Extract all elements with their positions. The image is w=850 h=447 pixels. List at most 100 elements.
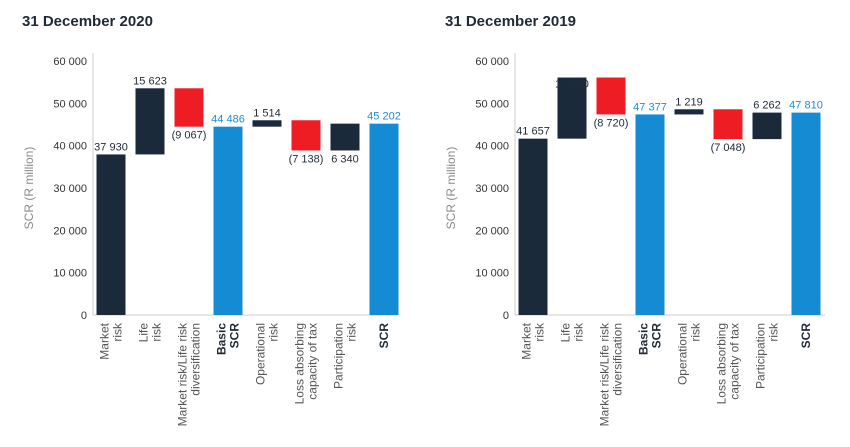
category-label: SCR: [650, 323, 664, 349]
category-label: Participation: [332, 323, 346, 389]
category-label-group: Loss absorbing capacity of tax: [293, 323, 320, 404]
data-label: 6 262: [753, 100, 781, 112]
bar-dark: [518, 138, 548, 315]
category-label-group: Basic SCR: [215, 323, 242, 355]
data-label: 37 930: [94, 141, 128, 153]
category-label: risk: [267, 322, 281, 342]
chart-2019: 31 December 2019 0 10 000 20 000 30 000 40 0…: [425, 0, 850, 447]
waterfall-chart-2019: 0 10 000 20 000 30 000 40 000 50 000 60 000 SCR…: [444, 53, 825, 426]
category-label-group: Life risk: [559, 322, 586, 342]
category-label-group: Participation risk: [754, 322, 781, 389]
category-label-group: Operational risk: [254, 322, 281, 385]
data-label: 14 440: [555, 79, 589, 91]
bar-dark: [96, 154, 126, 315]
chart-title-2020: 31 December 2020: [22, 13, 153, 30]
category-label: Life: [559, 323, 573, 343]
category-label: risk: [111, 322, 125, 342]
y-tick-label: 0: [81, 310, 87, 322]
waterfall-chart-2020: 0 10 000 20 000 30 000 40 000 50 000 60 000 SCR…: [22, 53, 401, 426]
chart-2020: 31 December 2020 0 10 000 20 000 30 000 40 0…: [22, 13, 401, 426]
bar-dark: [252, 120, 282, 127]
chart-title-2019: 31 December 2019: [445, 13, 576, 30]
y-tick-label: 50 000: [475, 98, 509, 110]
data-label: 47 377: [633, 101, 667, 113]
data-label: (8 720): [594, 117, 629, 129]
category-label-group: Market risk/Life risk diversification: [176, 322, 203, 426]
bar-blue: [213, 126, 243, 315]
category-label: Operational: [676, 323, 690, 385]
category-label: Operational: [254, 323, 268, 385]
y-tick-label: 0: [503, 310, 509, 322]
category-label: SCR: [799, 323, 813, 349]
category-label: SCR: [377, 323, 391, 349]
category-label: capacity of tax: [728, 323, 742, 400]
category-label-group: Operational risk: [676, 322, 703, 385]
y-tick-label: 30 000: [475, 183, 509, 195]
category-label: diversification: [611, 323, 625, 396]
y-tick-label: 30 000: [53, 183, 87, 195]
category-label: diversification: [189, 323, 203, 396]
category-label: Basic: [215, 323, 229, 355]
bar-dark: [135, 88, 165, 155]
category-label: Participation: [754, 323, 768, 389]
data-label: 15 623: [133, 75, 167, 87]
bar-blue: [791, 112, 821, 315]
y-tick-label: 40 000: [53, 141, 87, 153]
y-tick-label: 40 000: [475, 141, 509, 153]
y-axis-title: SCR (R million): [22, 147, 36, 230]
category-label: Market risk/Life risk: [176, 322, 190, 426]
y-tick-label: 60 000: [53, 56, 87, 68]
bar-blue: [369, 123, 399, 315]
category-label-group: Basic SCR: [637, 323, 664, 355]
category-label-group: SCR: [799, 323, 813, 349]
y-tick-label: 50 000: [53, 98, 87, 110]
category-label-group: SCR: [377, 323, 391, 349]
category-label: Market risk/Life risk: [598, 322, 612, 426]
category-label: risk: [345, 322, 359, 342]
category-label: Basic: [637, 323, 651, 355]
y-axis-title: SCR (R million): [444, 147, 458, 230]
data-label: 1 219: [675, 96, 703, 108]
bar-red: [174, 88, 204, 127]
category-label: risk: [572, 322, 586, 342]
bar-dark: [557, 77, 587, 139]
bar-dark: [674, 109, 704, 115]
bar-dark: [752, 112, 782, 140]
category-label: Market: [520, 322, 534, 359]
category-label: risk: [150, 322, 164, 342]
bar-red: [596, 77, 626, 115]
category-label: risk: [533, 322, 547, 342]
bar-red: [291, 120, 321, 151]
category-label: capacity of tax: [306, 323, 320, 400]
data-label: (7 048): [711, 142, 746, 154]
y-tick-label: 20 000: [53, 225, 87, 237]
category-label-group: Market risk: [520, 322, 547, 360]
category-label-group: Life risk: [137, 322, 164, 342]
category-label-group: Market risk: [98, 322, 125, 360]
y-tick-label: 60 000: [475, 56, 509, 68]
category-label: Life: [137, 323, 151, 343]
category-label-group: Loss absorbing capacity of tax: [715, 323, 742, 404]
data-label: (9 067): [172, 130, 207, 142]
data-label: 47 810: [789, 100, 823, 112]
y-tick-label: 10 000: [475, 268, 509, 280]
category-label-group: Market risk/Life risk diversification: [598, 322, 625, 426]
data-label: 44 486: [211, 114, 245, 126]
data-label: 6 340: [331, 153, 359, 165]
category-label: risk: [767, 322, 781, 342]
data-label: 45 202: [367, 111, 401, 123]
data-label: 41 657: [516, 126, 550, 138]
category-label: risk: [689, 322, 703, 342]
category-label: Loss absorbing: [293, 323, 307, 404]
y-tick-label: 10 000: [53, 268, 87, 280]
category-label: Loss absorbing: [715, 323, 729, 404]
y-tick-label: 20 000: [475, 225, 509, 237]
category-label-group: Participation risk: [332, 322, 359, 389]
bar-red: [713, 109, 743, 140]
data-label: (7 138): [289, 153, 324, 165]
bar-dark: [330, 123, 360, 151]
bar-blue: [635, 114, 665, 315]
data-label: 1 514: [253, 107, 281, 119]
category-label: SCR: [228, 323, 242, 349]
category-label: Market: [98, 322, 112, 359]
